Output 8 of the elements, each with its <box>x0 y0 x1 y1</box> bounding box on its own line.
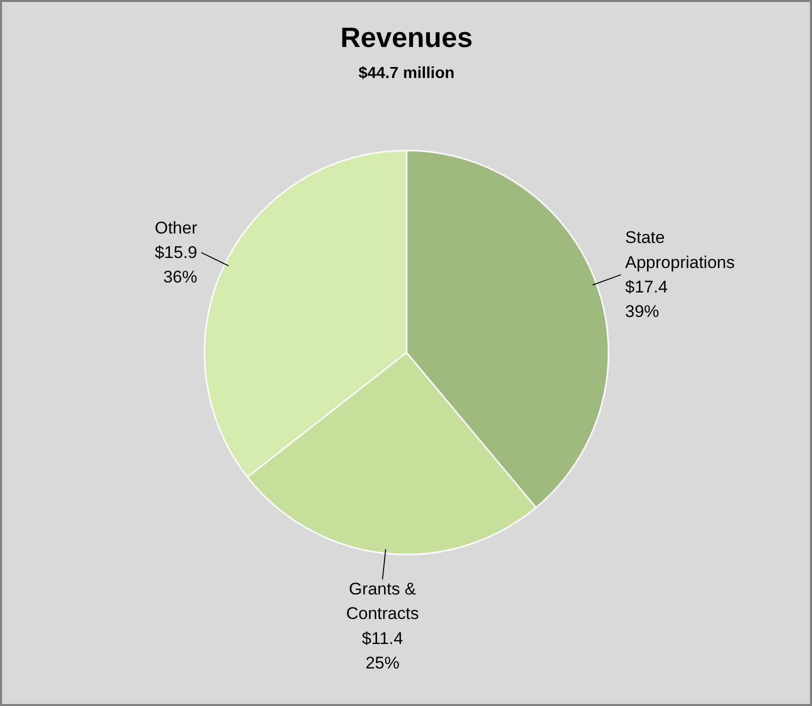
chart-title: Revenues <box>340 22 473 53</box>
data-label: $11.4 25% <box>362 628 404 673</box>
slice-label: Grants & Contracts <box>346 579 419 624</box>
slice-label: State Appropriations <box>625 228 735 272</box>
data-label: $17.4 39% <box>625 278 668 322</box>
data-label: $15.9 36% <box>154 243 198 287</box>
slice-label: Other <box>154 218 198 238</box>
chart-subtitle: $44.7 million <box>358 65 455 82</box>
